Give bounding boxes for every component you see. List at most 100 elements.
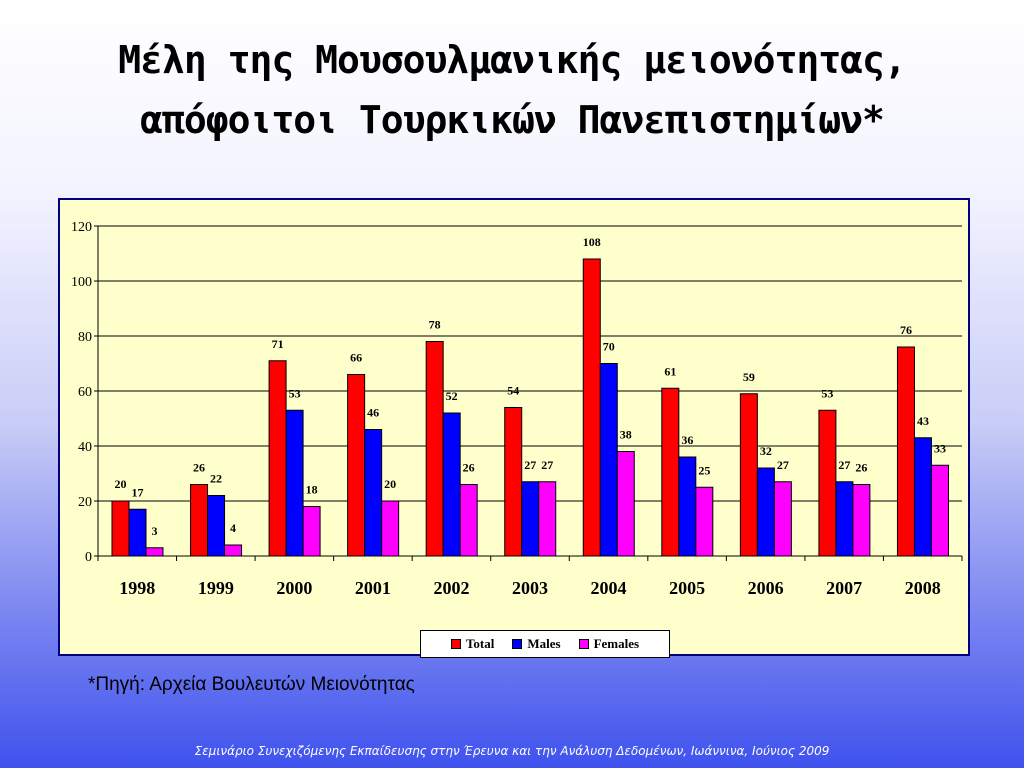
data-label-total-2000: 71 <box>272 337 284 351</box>
data-label-males-2006: 32 <box>760 444 772 458</box>
slide-title-line-1: Μέλη της Μουσουλμανικής μειονότητας, <box>118 38 907 82</box>
bar-males-2008 <box>913 437 932 557</box>
data-label-males-2004: 70 <box>603 340 615 354</box>
data-label-total-1999: 26 <box>193 461 205 475</box>
bar-females-2004 <box>616 451 635 557</box>
bar-females-2002 <box>459 484 478 557</box>
bar-females-1999 <box>224 544 243 557</box>
data-label-females-1998: 3 <box>152 524 158 538</box>
data-label-total-1998: 20 <box>115 477 127 491</box>
bar-females-2005 <box>695 486 714 557</box>
data-label-total-2007: 53 <box>821 386 833 400</box>
data-label-total-2004: 108 <box>583 235 601 249</box>
bar-males-2003 <box>521 481 540 557</box>
legend-label-total: Total <box>465 636 495 651</box>
data-label-total-2006: 59 <box>743 370 755 384</box>
bar-total-1999 <box>190 484 209 557</box>
legend-swatch-females <box>578 639 589 649</box>
source-note: *Πηγή: Αρχεία Βουλευτών Μειονότητας <box>88 674 415 695</box>
bar-total-2006 <box>739 393 758 557</box>
x-tick-label-1999: 1999 <box>198 578 234 598</box>
legend-label-males: Males <box>527 636 561 651</box>
data-label-females-2005: 25 <box>698 463 710 477</box>
data-label-total-2002: 78 <box>429 318 441 332</box>
y-tick-label-80: 80 <box>78 330 92 345</box>
legend-swatch-total <box>450 639 461 649</box>
x-tick-label-2005: 2005 <box>669 578 705 598</box>
y-tick-label-60: 60 <box>78 385 92 400</box>
y-tick-label-100: 100 <box>71 275 92 290</box>
data-label-males-2005: 36 <box>681 433 693 447</box>
x-tick-label-2007: 2007 <box>826 578 862 598</box>
data-label-males-2008: 43 <box>917 414 929 428</box>
slide-title: Μέλη της Μουσουλμανικής μειονότητας, από… <box>0 30 1024 150</box>
x-tick-label-2001: 2001 <box>355 578 391 598</box>
data-label-total-2003: 54 <box>507 384 519 398</box>
legend-swatch-males <box>512 639 523 649</box>
chart-legend: Total Males Females <box>420 630 670 658</box>
bar-females-2001 <box>381 500 400 557</box>
bar-total-1998 <box>111 500 130 557</box>
bar-total-2002 <box>425 341 444 557</box>
x-tick-label-2000: 2000 <box>276 578 312 598</box>
data-label-males-2007: 27 <box>838 458 850 472</box>
bar-females-2003 <box>538 481 557 557</box>
x-tick-label-2006: 2006 <box>748 578 784 598</box>
data-label-females-2002: 26 <box>463 461 475 475</box>
x-tick-label-2008: 2008 <box>905 578 941 598</box>
bar-total-2008 <box>896 346 915 557</box>
bar-females-1998 <box>145 547 164 557</box>
bar-males-2002 <box>442 412 461 557</box>
bar-total-2000 <box>268 360 287 557</box>
chart-frame: 0 20 40 60 80 100 120 20 17 3 1998 26 22 4 1999 71 53 18 2… <box>58 198 970 658</box>
data-label-females-2008: 33 <box>934 441 946 455</box>
data-label-males-1998: 17 <box>132 485 144 499</box>
bar-males-2007 <box>835 481 854 557</box>
data-label-males-2000: 53 <box>289 386 301 400</box>
bar-males-2006 <box>756 467 775 557</box>
bar-males-2000 <box>285 409 304 557</box>
y-tick-label-40: 40 <box>78 440 92 455</box>
bar-total-2004 <box>582 258 601 557</box>
data-label-females-2007: 26 <box>855 461 867 475</box>
data-label-females-2003: 27 <box>541 458 553 472</box>
data-label-males-2001: 46 <box>367 406 379 420</box>
y-tick-label-120: 120 <box>71 220 92 235</box>
data-label-total-2005: 61 <box>664 364 676 378</box>
x-tick-label-1998: 1998 <box>119 578 155 598</box>
data-label-total-2001: 66 <box>350 351 362 365</box>
y-tick-label-20: 20 <box>78 495 92 510</box>
bar-total-2003 <box>504 407 523 557</box>
bar-males-2001 <box>364 429 383 557</box>
data-label-females-1999: 4 <box>230 521 236 535</box>
data-label-males-1999: 22 <box>210 472 222 486</box>
data-label-females-2000: 18 <box>306 483 318 497</box>
bar-total-2005 <box>661 387 680 557</box>
bar-total-2007 <box>818 409 837 557</box>
bar-males-2004 <box>599 363 618 557</box>
x-tick-label-2004: 2004 <box>591 578 627 598</box>
bar-females-2007 <box>852 484 871 557</box>
legend-item-females: Females <box>578 636 640 652</box>
data-label-males-2002: 52 <box>446 389 458 403</box>
bar-females-2008 <box>930 464 949 557</box>
data-label-females-2006: 27 <box>777 458 789 472</box>
legend-label-females: Females <box>593 636 640 651</box>
x-tick-label-2002: 2002 <box>433 578 469 598</box>
data-label-females-2004: 38 <box>620 428 632 442</box>
legend-item-males: Males <box>512 636 561 652</box>
slide-title-line-2: απόφοιτοι Τουρκικών Πανεπιστημίων* <box>140 98 885 142</box>
bar-chart: 0 20 40 60 80 100 120 20 17 3 1998 26 22 4 1999 71 53 18 2… <box>71 220 963 598</box>
data-label-females-2001: 20 <box>384 477 396 491</box>
legend-item-total: Total <box>450 636 495 652</box>
bar-total-2001 <box>347 374 366 557</box>
bar-males-1999 <box>207 495 226 557</box>
footer-text: Σεμινάριο Συνεχιζόμενης Εκπαίδευσης στην… <box>194 744 830 758</box>
bar-males-1998 <box>128 508 147 557</box>
bar-males-2005 <box>678 456 697 557</box>
bar-females-2006 <box>773 481 792 557</box>
data-label-males-2003: 27 <box>524 458 536 472</box>
bar-females-2000 <box>302 506 321 557</box>
x-tick-label-2003: 2003 <box>512 578 548 598</box>
y-tick-label-0: 0 <box>85 550 92 565</box>
